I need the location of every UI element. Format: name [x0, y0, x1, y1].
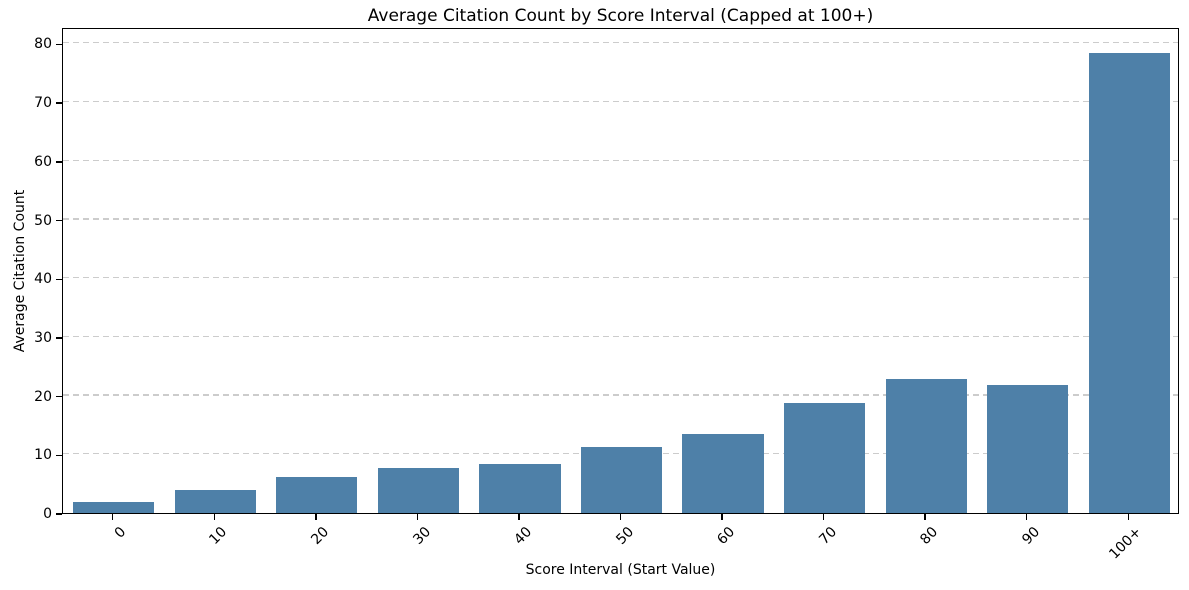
x-tick-label-text: 40 — [511, 524, 536, 548]
gridline — [63, 277, 1178, 279]
x-tick-mark — [1025, 514, 1028, 520]
y-tick-label: 0 — [43, 506, 52, 522]
bar — [885, 379, 967, 513]
x-tick-mark — [213, 514, 215, 520]
x-tick-label-text: 80 — [917, 524, 942, 548]
bar — [783, 402, 866, 513]
y-tick-label: 80 — [34, 36, 52, 53]
bar — [377, 468, 460, 513]
y-tick-mark — [56, 513, 62, 515]
y-tick-label: 40 — [34, 271, 52, 288]
bar — [987, 385, 1069, 513]
plot-area — [62, 28, 1179, 514]
bar — [479, 463, 561, 513]
bar — [276, 477, 358, 513]
x-tick-label-text: 100+ — [1106, 524, 1145, 563]
y-tick-label: 70 — [34, 95, 52, 112]
y-tick-mark — [56, 337, 62, 339]
x-tick-mark — [822, 514, 825, 520]
y-axis-label: Average Citation Count — [12, 189, 28, 353]
gridline — [63, 335, 1178, 337]
y-tick-label: 30 — [34, 329, 52, 346]
bar — [682, 434, 764, 513]
y-tick-mark — [56, 161, 62, 163]
gridline — [63, 42, 1178, 44]
y-tick-mark — [56, 219, 62, 222]
bar — [73, 501, 155, 513]
x-axis-label: Score Interval (Start Value) — [525, 562, 716, 578]
x-tick-label-text: 10 — [206, 524, 231, 548]
y-tick-label: 20 — [34, 388, 52, 405]
gridline — [63, 100, 1178, 103]
x-tick-mark — [1127, 514, 1129, 520]
gridline — [63, 159, 1178, 161]
bar — [1088, 52, 1170, 513]
chart-title: Average Citation Count by Score Interval… — [367, 6, 874, 26]
y-tick-mark — [56, 102, 62, 104]
bar — [174, 489, 256, 513]
x-tick-mark — [416, 514, 419, 520]
x-tick-label-text: 30 — [409, 524, 434, 548]
y-tick-mark — [56, 395, 62, 398]
y-tick-mark — [56, 43, 62, 46]
gridline — [63, 218, 1178, 220]
bar — [580, 446, 663, 513]
x-tick-label-text: 70 — [815, 524, 840, 548]
x-tick-label-text: 60 — [714, 524, 739, 548]
x-tick-mark — [721, 514, 723, 520]
y-tick-mark — [56, 454, 62, 456]
y-tick-label: 10 — [34, 447, 52, 464]
x-tick-label-text: 50 — [612, 524, 637, 548]
y-tick-mark — [56, 278, 62, 280]
x-tick-mark — [518, 514, 520, 520]
x-tick-label-text: 0 — [111, 524, 130, 542]
x-tick-label-text: 20 — [308, 524, 333, 548]
y-tick-label: 60 — [34, 153, 52, 170]
x-tick-mark — [924, 514, 926, 520]
x-tick-mark — [112, 514, 114, 520]
x-tick-label-text: 90 — [1019, 524, 1043, 548]
gridline — [63, 394, 1178, 396]
x-tick-mark — [315, 514, 317, 520]
x-tick-mark — [619, 514, 622, 520]
y-tick-label: 50 — [34, 212, 52, 229]
